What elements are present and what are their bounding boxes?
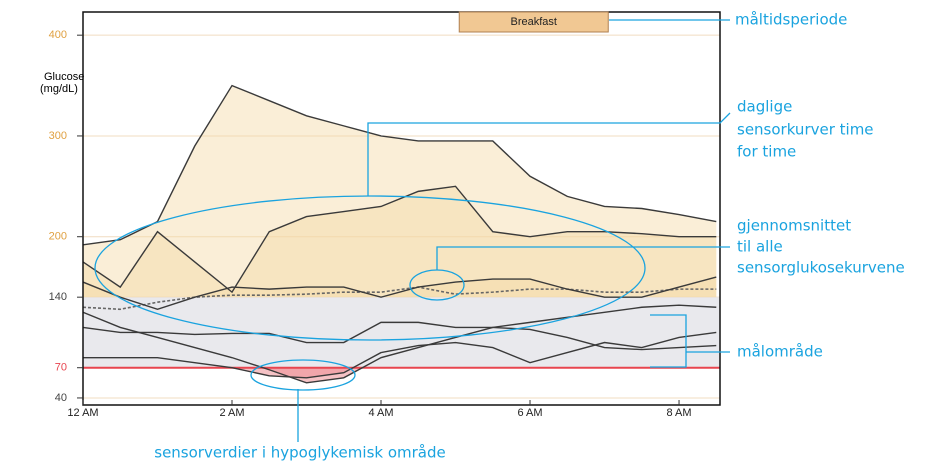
annotation: gjennomsnittet — [737, 217, 851, 235]
leader-line — [650, 314, 687, 368]
y-tick-label: 70 — [55, 362, 67, 374]
sensor-line — [83, 304, 717, 384]
annotation: sensorverdier i hypoglykemisk område — [154, 444, 445, 462]
annotation: daglige — [737, 98, 792, 116]
plot-area — [83, 34, 720, 399]
sensor-line — [83, 276, 717, 311]
y-tick-label: 200 — [49, 231, 67, 243]
y-axis-label: Glucose — [44, 71, 84, 83]
sensor-line — [83, 185, 717, 294]
target-range — [83, 297, 720, 368]
x-tick-label: 2 AM — [219, 407, 244, 419]
leader-line — [436, 246, 730, 270]
high-area — [83, 85, 717, 298]
x-tick-label: 4 AM — [368, 407, 393, 419]
high-area — [83, 186, 717, 298]
x-tick-label: 8 AM — [666, 407, 691, 419]
x-tick-label: 12 AM — [67, 407, 98, 419]
sensor-line — [83, 331, 717, 379]
meal-label: Breakfast — [511, 16, 557, 28]
sensor-line — [83, 84, 717, 246]
annotation: sensorglukosekurvene — [737, 259, 905, 277]
highlight-ellipse — [250, 359, 356, 391]
mean-line — [83, 286, 717, 311]
y-tick-label: 40 — [55, 392, 67, 404]
plot-frame — [82, 11, 721, 406]
y-tick-label: 300 — [49, 130, 67, 142]
x-tick-label: 6 AM — [517, 407, 542, 419]
high-area — [83, 277, 717, 298]
y-tick-label: 140 — [49, 291, 67, 303]
y-tick-label: 400 — [49, 29, 67, 41]
annotation: for time — [737, 143, 796, 161]
annotation: målområde — [737, 343, 823, 361]
sensor-line — [83, 321, 717, 351]
leader-line — [367, 112, 731, 196]
annotation: sensorkurver time — [737, 121, 874, 139]
annotation: måltidsperiode — [735, 11, 847, 29]
y-axis-label: (mg/dL) — [40, 83, 78, 95]
highlight-ellipse — [94, 195, 646, 341]
meal-period — [458, 11, 609, 33]
annotation: til alle — [737, 238, 783, 256]
